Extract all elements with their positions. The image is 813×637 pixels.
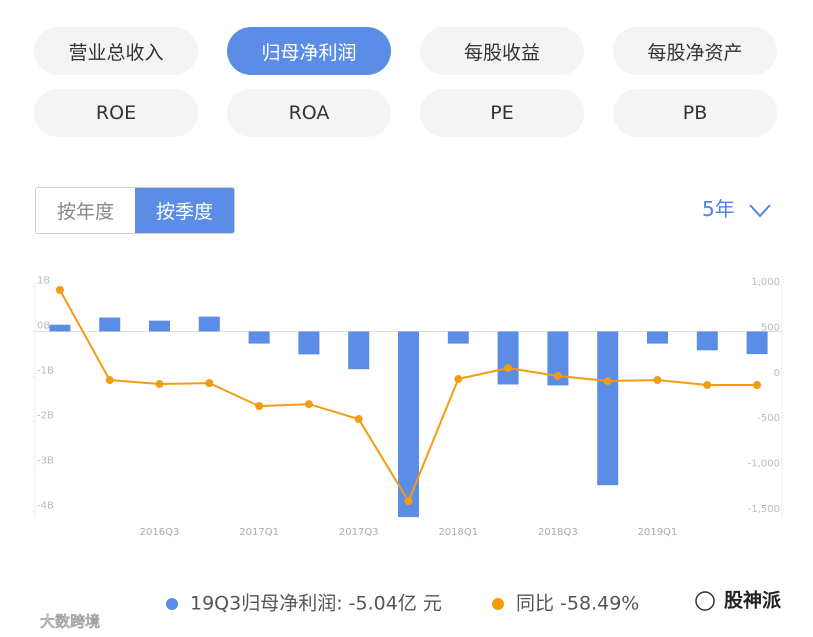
legend-label: 19Q3归母净利润: -5.04亿 元 xyxy=(190,593,442,615)
watermark: 股神派 xyxy=(724,589,782,612)
tab-button[interactable]: 每股收益 xyxy=(420,27,584,75)
bar xyxy=(248,331,270,344)
tab-button[interactable]: 营业总收入 xyxy=(34,27,198,75)
line-point xyxy=(703,381,712,390)
y-tick-label: -3B xyxy=(37,455,54,466)
line-point xyxy=(155,380,164,389)
y2-tick-label: 0 xyxy=(774,368,780,379)
watermark-icon xyxy=(695,591,715,611)
tab-button[interactable]: PE xyxy=(420,89,584,137)
x-tick-label: 2018Q3 xyxy=(538,527,578,538)
bar xyxy=(99,317,121,332)
bar xyxy=(696,331,718,351)
x-tick-label: 2017Q1 xyxy=(239,527,279,538)
line-point xyxy=(55,285,64,294)
watermark: 大数跨境 xyxy=(40,613,100,631)
line-point xyxy=(653,376,662,385)
bar xyxy=(447,331,469,344)
line-point xyxy=(504,364,513,373)
y2-tick-label: -1,500 xyxy=(748,504,780,515)
bar xyxy=(398,331,419,518)
legend-label: 同比 -58.49% xyxy=(516,593,639,615)
bar xyxy=(198,316,220,332)
line-point xyxy=(553,372,562,381)
bar xyxy=(597,331,619,486)
line-point xyxy=(753,381,762,390)
y2-tick-label: -500 xyxy=(757,413,780,424)
tab-button[interactable]: 归母净利润 xyxy=(227,27,391,75)
bar xyxy=(298,331,320,355)
y-tick-label: -2B xyxy=(37,410,54,421)
legend-marker xyxy=(492,598,504,610)
tab-button[interactable]: PB xyxy=(613,89,777,137)
bar xyxy=(497,331,519,385)
tab-button[interactable]: ROA xyxy=(227,89,391,137)
period-toggle: 按年度 按季度 xyxy=(35,187,235,234)
line-point xyxy=(354,415,363,424)
y2-tick-label: 500 xyxy=(761,322,780,333)
bar xyxy=(547,331,569,386)
toggle-button[interactable]: 按年度 xyxy=(36,188,135,233)
line-point xyxy=(205,379,214,388)
x-tick-label: 2016Q3 xyxy=(140,527,180,538)
x-tick-label: 2019Q1 xyxy=(638,527,678,538)
line-point xyxy=(304,400,313,409)
chevron-icon xyxy=(749,204,771,218)
y2-tick-label: 1,000 xyxy=(751,277,780,288)
line-point xyxy=(603,377,612,386)
line-point xyxy=(404,497,413,506)
line-point xyxy=(454,375,463,384)
y2-tick-label: -1,000 xyxy=(748,459,780,470)
bar xyxy=(49,324,71,332)
bar xyxy=(149,320,170,332)
bar xyxy=(647,331,668,344)
line-point xyxy=(105,376,114,385)
x-tick-label: 2018Q1 xyxy=(438,527,478,538)
y-tick-label: 1B xyxy=(37,275,50,286)
bar xyxy=(348,331,370,370)
legend-marker xyxy=(166,598,178,610)
line-point xyxy=(255,402,264,411)
bar xyxy=(746,331,768,355)
y-tick-label: -4B xyxy=(37,500,54,511)
y-tick-label: -1B xyxy=(37,365,54,376)
period-select[interactable]: 5年 xyxy=(702,197,735,221)
y-tick-label: 0B xyxy=(37,320,50,331)
toggle-button[interactable]: 按季度 xyxy=(135,188,234,233)
tab-button[interactable]: ROE xyxy=(34,89,198,137)
tab-button[interactable]: 每股净资产 xyxy=(613,27,777,75)
x-tick-label: 2017Q3 xyxy=(339,527,379,538)
